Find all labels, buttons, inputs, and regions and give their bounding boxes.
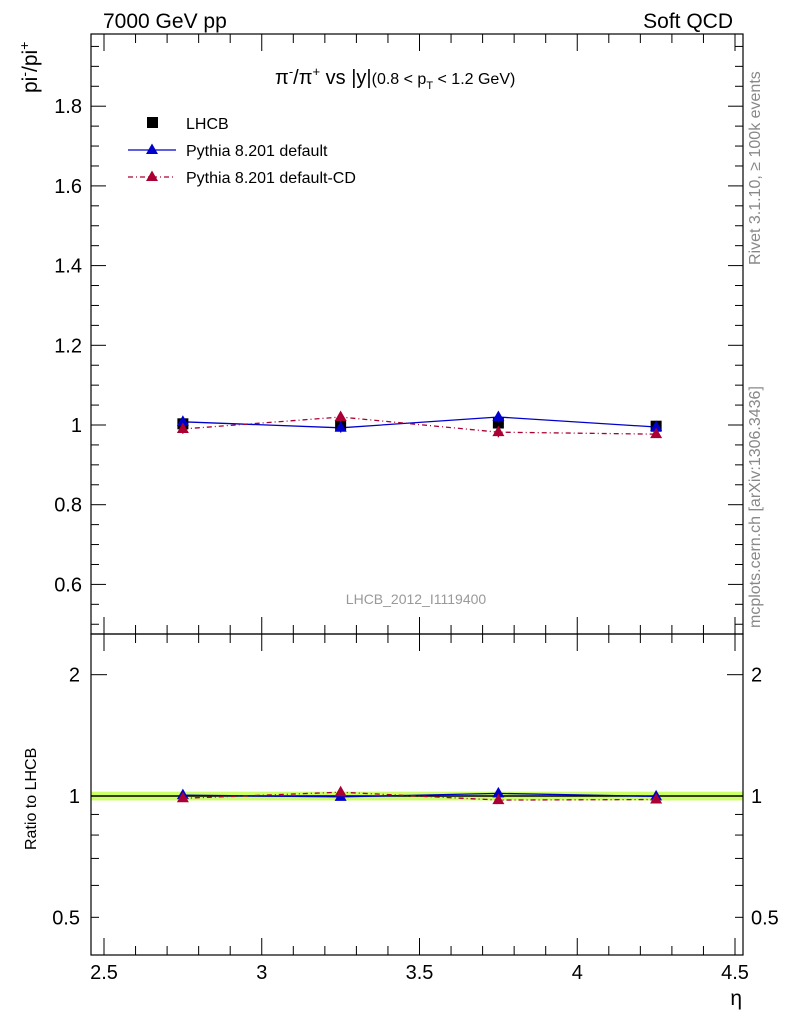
legend: LHCB Pythia 8.201 default Pythia 8.201 d… xyxy=(128,116,356,187)
legend-marker-default xyxy=(146,143,158,154)
title-part-c: vs |y| xyxy=(320,67,372,89)
mcplots-label: mcplots.cern.ch [arXiv:1306.3436] xyxy=(747,386,764,628)
main-y-tick-label: 1.4 xyxy=(54,256,82,278)
main-y-tick-label: 1.2 xyxy=(54,335,82,357)
title-part-b: /π xyxy=(293,67,312,89)
title-sup-b: + xyxy=(313,64,321,79)
ratio-y-tick-label: 2 xyxy=(69,665,80,687)
x-tick-label: 4.5 xyxy=(721,962,749,984)
ratio-point-default-cd xyxy=(334,785,347,797)
ylabel-part-b: /pi xyxy=(19,50,42,72)
ratio-y-tick-label-right: 1 xyxy=(751,786,762,808)
ylabel-sup-b: + xyxy=(16,42,32,50)
header-process-label: Soft QCD xyxy=(643,10,733,33)
ratio-point-default-cd xyxy=(650,793,663,804)
series-line-default xyxy=(182,416,657,429)
default-cd-point xyxy=(176,422,189,433)
legend-label-lhcb: LHCB xyxy=(186,116,229,133)
analysis-watermark: LHCB_2012_I1119400 xyxy=(346,591,487,607)
title-part-a: π xyxy=(275,67,289,89)
main-y-tick-label: 1.6 xyxy=(54,176,82,198)
default-point xyxy=(492,410,505,422)
legend-label-default-cd: Pythia 8.201 default-CD xyxy=(186,170,356,187)
ylabel-part-a: pi xyxy=(19,77,42,93)
default-cd-point xyxy=(334,410,347,422)
x-tick-label: 3.5 xyxy=(406,962,434,984)
ratio-y-tick-label-right: 0.5 xyxy=(751,907,779,929)
default-point xyxy=(650,420,663,431)
default-point xyxy=(176,415,189,426)
x-tick-label: 3 xyxy=(256,962,267,984)
ratio-series xyxy=(176,785,663,805)
header-energy-label: 7000 GeV pp xyxy=(103,10,227,33)
main-axes: 0.6 0.8 1 1.2 1.4 1.6 1.8 xyxy=(54,34,743,634)
title-cut-b: < 1.2 GeV) xyxy=(433,71,515,88)
x-tick-label: 2.5 xyxy=(90,962,118,984)
ratio-y-axis-title: Ratio to LHCB xyxy=(23,748,40,850)
main-y-tick-label: 0.8 xyxy=(54,495,82,517)
main-y-tick-label: 1.8 xyxy=(54,96,82,118)
rivet-version-label: Rivet 3.1.10, ≥ 100k events xyxy=(747,71,764,265)
title-cut-sub: T xyxy=(426,80,433,92)
default-cd-point xyxy=(492,425,505,437)
series-line-default-cd xyxy=(182,416,657,435)
ratio-axes: 2.5 3 3.5 4 4.5 0.5 0.5 1 1 2 2 xyxy=(52,634,779,984)
x-tick-label: 4 xyxy=(572,962,583,984)
legend-marker-default-cd xyxy=(146,170,158,181)
ratio-panel: Ratio to LHCB 2.5 3 3.5 4 4.5 0.5 0.5 1 1 2 2 η xyxy=(23,633,779,1010)
main-y-tick-label: 0.6 xyxy=(54,574,82,596)
data-point-lhcb xyxy=(492,417,504,429)
legend-marker-lhcb xyxy=(147,117,158,128)
ratio-line-default xyxy=(182,792,657,798)
ratio-frame xyxy=(90,633,744,956)
main-y-axis-title: pi-/pi+ xyxy=(16,42,42,93)
ylabel-sup-a: - xyxy=(16,72,32,77)
ratio-line-default-cd xyxy=(182,791,657,801)
ratio-y-tick-label: 1 xyxy=(69,786,80,808)
title-cut-a: (0.8 < p xyxy=(372,71,427,88)
ratio-point-default xyxy=(492,786,505,798)
main-y-tick-label: 1 xyxy=(71,415,82,437)
ratio-y-tick-label: 0.5 xyxy=(52,907,80,929)
legend-label-default: Pythia 8.201 default xyxy=(186,143,328,160)
main-panel: pi-/pi+ π-/π+ vs |y|(0.8 < pT < 1.2 GeV)… xyxy=(16,33,744,635)
ratio-y-tick-label-right: 2 xyxy=(751,665,762,687)
main-series xyxy=(176,410,663,439)
default-cd-point xyxy=(650,427,663,439)
plot-title: π-/π+ vs |y|(0.8 < pT < 1.2 GeV) xyxy=(275,64,515,92)
x-axis-title: η xyxy=(730,987,742,1010)
default-point xyxy=(334,421,347,432)
ratio-point-default-cd xyxy=(176,791,189,803)
ratio-point-default-cd xyxy=(492,793,505,805)
title-sup-a: - xyxy=(289,64,293,79)
